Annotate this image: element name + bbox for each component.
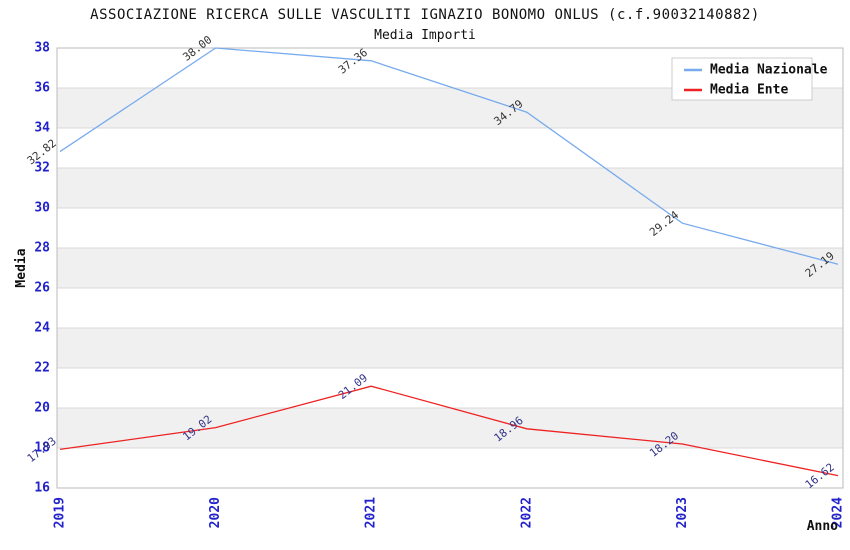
y-tick-label: 24 xyxy=(34,321,50,336)
y-axis-title: Media xyxy=(14,248,29,287)
y-tick-label: 32 xyxy=(34,161,50,176)
x-tick-label: 2024 xyxy=(831,497,846,528)
y-tick-label: 26 xyxy=(34,281,50,296)
background-band xyxy=(57,328,843,368)
point-label: 29.24 xyxy=(647,208,681,239)
y-tick-label: 36 xyxy=(34,81,50,96)
chart-subtitle: Media Importi xyxy=(374,28,476,43)
y-tick-label: 18 xyxy=(34,441,50,456)
series-line-media-nazionale xyxy=(59,47,839,265)
point-label: 37.36 xyxy=(336,46,370,77)
legend-label-media-ente: Media Ente xyxy=(710,83,788,98)
point-label: 21.09 xyxy=(336,371,370,402)
y-tick-label: 30 xyxy=(34,201,50,216)
background-band xyxy=(57,168,843,208)
legend-box xyxy=(671,57,813,101)
y-tick-label: 34 xyxy=(34,121,50,136)
x-tick-label: 2022 xyxy=(519,497,534,528)
background-band xyxy=(57,408,843,448)
plot-border xyxy=(56,47,844,489)
legend-label-media-nazionale: Media Nazionale xyxy=(710,63,828,78)
y-tick-label: 28 xyxy=(34,241,50,256)
point-label: 16.62 xyxy=(803,461,837,492)
x-tick-label: 2023 xyxy=(675,497,690,528)
series-line-media-ente xyxy=(59,385,839,477)
y-tick-label: 20 xyxy=(34,401,50,416)
x-tick-label: 2019 xyxy=(53,497,68,528)
legend: Media Nazionale Media Ente xyxy=(671,57,828,101)
x-axis-title: Anno xyxy=(807,519,838,534)
y-tick-label: 22 xyxy=(34,361,50,376)
x-tick-label: 2020 xyxy=(208,497,223,528)
chart-title: ASSOCIAZIONE RICERCA SULLE VASCULITI IGN… xyxy=(90,7,760,23)
y-tick-label: 16 xyxy=(34,481,50,496)
x-tick-label: 2021 xyxy=(364,497,379,528)
y-tick-label: 38 xyxy=(34,41,50,56)
background-band xyxy=(57,248,843,288)
point-label: 17.93 xyxy=(25,435,59,466)
